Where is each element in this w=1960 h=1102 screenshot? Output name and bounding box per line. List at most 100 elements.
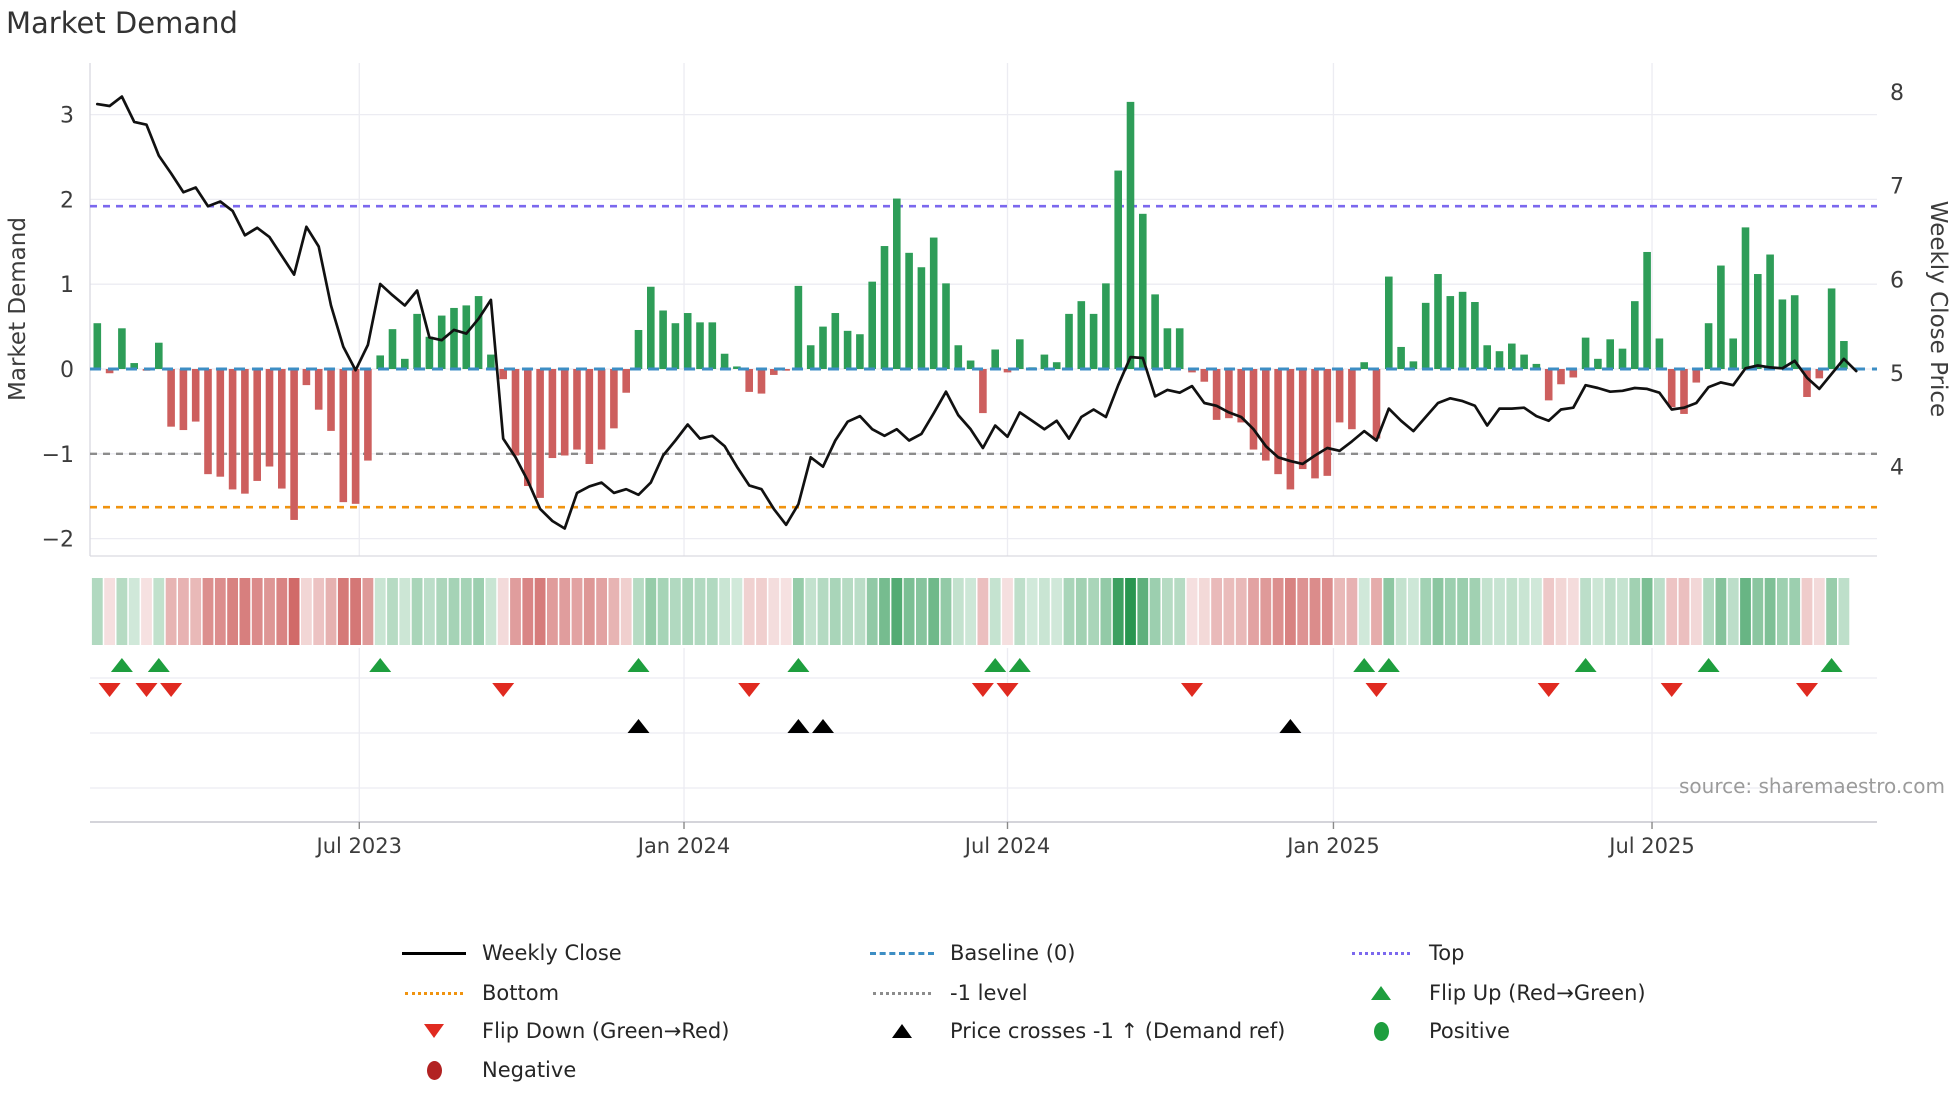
heatmap-cell [829, 578, 841, 645]
demand-bar [536, 369, 544, 498]
heatmap-cell [1690, 578, 1702, 645]
flip-up-marker [984, 658, 1007, 672]
heatmap-cell [952, 578, 964, 645]
flip-down-marker [98, 683, 121, 697]
flip-up-marker [1820, 658, 1843, 672]
demand-bar [905, 252, 913, 369]
demand-bar [1397, 346, 1405, 369]
heatmap-cell [1703, 578, 1714, 645]
y-tick-label-right: 6 [1890, 268, 1904, 293]
flip-down-marker [1181, 683, 1203, 697]
heatmap-cell [1629, 578, 1641, 645]
demand-bar [585, 369, 594, 464]
demand-bar [1385, 276, 1393, 369]
flip-up-marker [1353, 658, 1376, 672]
demand-bar [1052, 362, 1061, 369]
heatmap-cell [842, 578, 853, 645]
demand-bar [1803, 369, 1811, 397]
demand-bar [696, 322, 704, 369]
demand-bar [1003, 369, 1012, 373]
weekly-close-line [95, 95, 1858, 530]
demand-bar [1163, 328, 1172, 369]
demand-bar [1200, 369, 1209, 382]
price-cross-marker [1279, 719, 1302, 733]
demand-bar [1729, 338, 1737, 369]
heatmap-cell [1789, 578, 1801, 645]
demand-bar [204, 369, 212, 475]
demand-bar [683, 313, 692, 369]
demand-bar [1717, 265, 1725, 369]
demand-bar [450, 307, 458, 369]
heatmap-cell [202, 578, 214, 645]
heatmap-cell [965, 578, 976, 645]
demand-bar [1704, 323, 1713, 369]
demand-bar [1249, 369, 1258, 450]
heatmap-cell [1125, 578, 1136, 645]
demand-bar [1766, 254, 1774, 369]
demand-bar [1311, 369, 1319, 479]
demand-bar [93, 323, 102, 369]
demand-bar [548, 369, 557, 459]
legend-label: Negative [482, 1058, 577, 1082]
demand-bar [1631, 301, 1639, 369]
demand-bar [856, 334, 864, 369]
demand-bar [278, 369, 286, 489]
demand-bar [1643, 251, 1651, 369]
heatmap-cell [1555, 578, 1567, 645]
demand-bar [610, 369, 618, 429]
legend-item-minus1-level: -1 level [868, 979, 1028, 1007]
legend-item-flip-up: Flip Up (Red→Green) [1347, 979, 1646, 1007]
heatmap-cell [460, 578, 472, 645]
heatmap-cell [227, 578, 238, 645]
heatmap-cell [214, 578, 226, 645]
flip-down-marker [135, 683, 158, 697]
demand-bar [1495, 351, 1504, 369]
demand-bar [401, 358, 409, 369]
heatmap-cell [387, 578, 398, 645]
demand-bar [1114, 170, 1122, 369]
heatmap-cell [301, 578, 312, 645]
heatmap-cell [1715, 578, 1727, 645]
heatmap-cell [1457, 578, 1468, 645]
heatmap-cell [1223, 578, 1235, 645]
legend-label: Weekly Close [482, 941, 622, 965]
heatmap-cell [1039, 578, 1050, 645]
x-tick-label: Jul 2025 [1607, 834, 1694, 858]
heatmap-cell [670, 578, 681, 645]
flip-down-marker [1537, 683, 1560, 697]
heatmap-cell [768, 578, 780, 645]
heatmap-cell [1371, 578, 1382, 645]
flip-up-marker [1574, 658, 1597, 672]
demand-bar [425, 336, 434, 369]
demand-bar [1298, 369, 1307, 470]
heatmap-cell [817, 578, 829, 645]
demand-bar [1237, 369, 1245, 423]
top-dotted-swatch [1347, 951, 1415, 955]
legend-label: Positive [1429, 1019, 1510, 1043]
demand-bar [474, 296, 483, 369]
demand-bar [265, 369, 274, 467]
heatmap-cell [1088, 578, 1099, 645]
demand-bar [1557, 369, 1565, 385]
flip-up-marker [787, 658, 810, 672]
heatmap-cell [891, 578, 903, 645]
heatmap-cell [1531, 578, 1542, 645]
demand-bar [1434, 274, 1442, 369]
flip-down-marker [971, 683, 994, 697]
heatmap-cell [854, 578, 866, 645]
demand-bar [1212, 369, 1221, 420]
heatmap-cell [264, 578, 275, 645]
heatmap-cell [1518, 578, 1530, 645]
demand-bar [733, 366, 741, 369]
demand-bar [573, 369, 581, 450]
heatmap-cell [424, 578, 435, 645]
heatmap-cell [571, 578, 583, 645]
demand-bar [1274, 369, 1282, 475]
heatmap-cell [928, 578, 940, 645]
demand-bar [155, 342, 163, 369]
y-tick-label-right: 5 [1890, 362, 1904, 387]
demand-bar [1569, 369, 1578, 378]
heatmap-cell [1592, 578, 1604, 645]
bottom-dotted-swatch [400, 991, 468, 995]
